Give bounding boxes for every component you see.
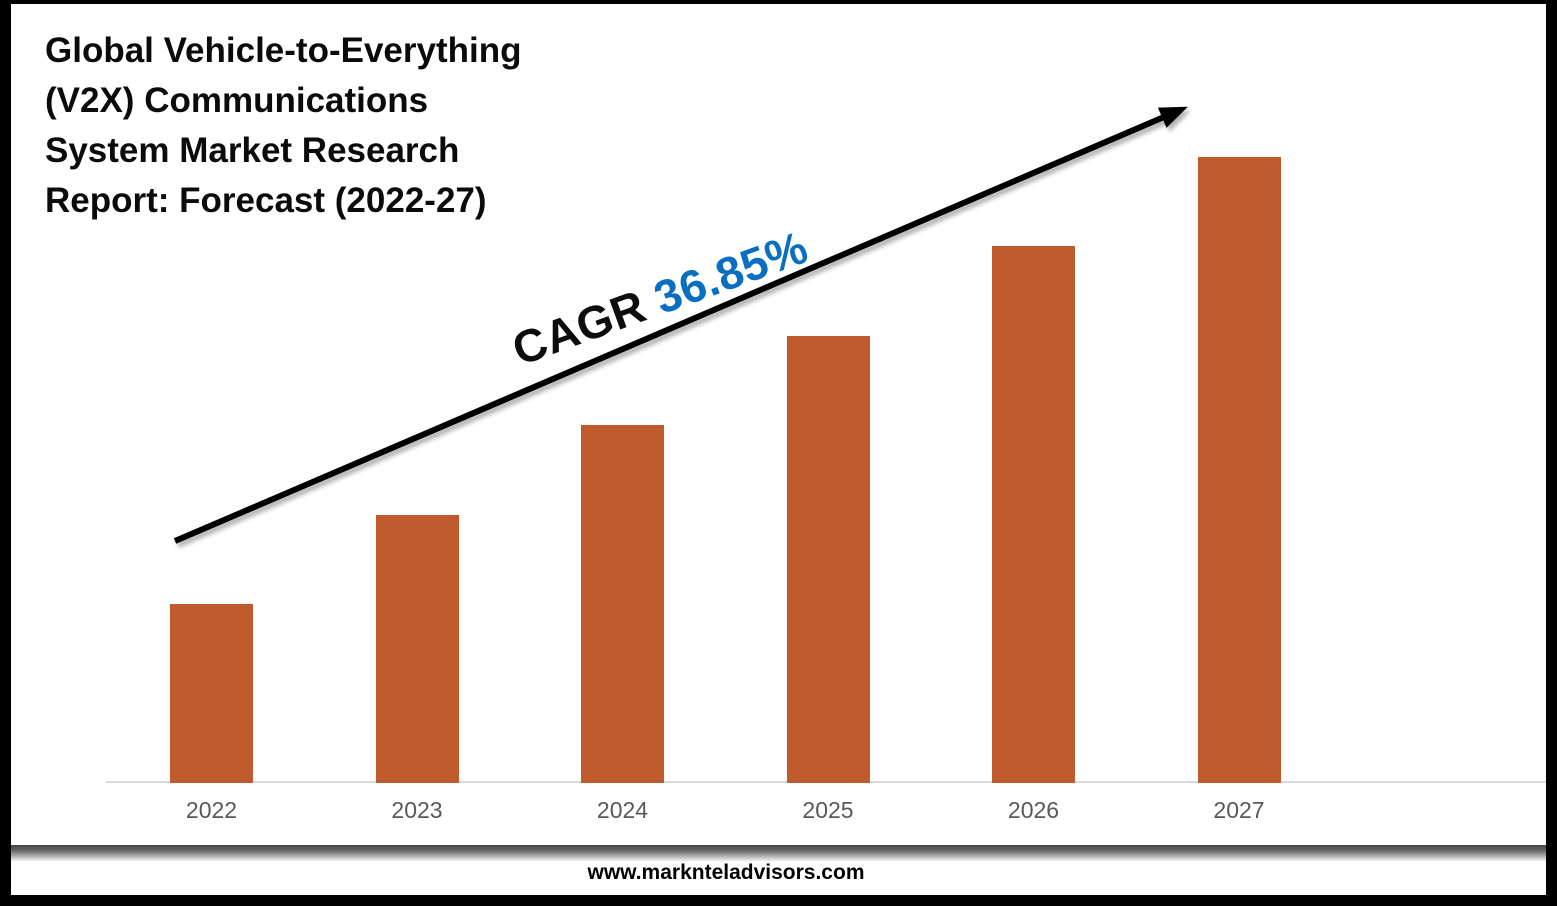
- bar-2025: [786, 335, 870, 783]
- x-axis-label-2027: 2027: [1213, 797, 1265, 823]
- bar-2027: [1197, 157, 1281, 783]
- footer-url: www.marknteladvisors.com: [587, 861, 865, 884]
- bar-2024: [581, 425, 664, 783]
- bar-2023: [375, 514, 459, 783]
- x-axis-label-2025: 2025: [802, 797, 854, 823]
- x-axis-label-2024: 2024: [596, 797, 649, 823]
- chart-title: Global Vehicle-to-Everything (V2X) Commu…: [45, 31, 522, 220]
- footer-divider: [11, 845, 1546, 862]
- bar-2026: [992, 246, 1075, 783]
- x-axis-label-2026: 2026: [1007, 797, 1060, 823]
- trend-arrow-line: [173, 106, 1188, 544]
- bar-2022: [170, 604, 253, 783]
- x-axis-label-2023: 2023: [391, 797, 443, 823]
- x-axis-label-2022: 2022: [185, 797, 238, 823]
